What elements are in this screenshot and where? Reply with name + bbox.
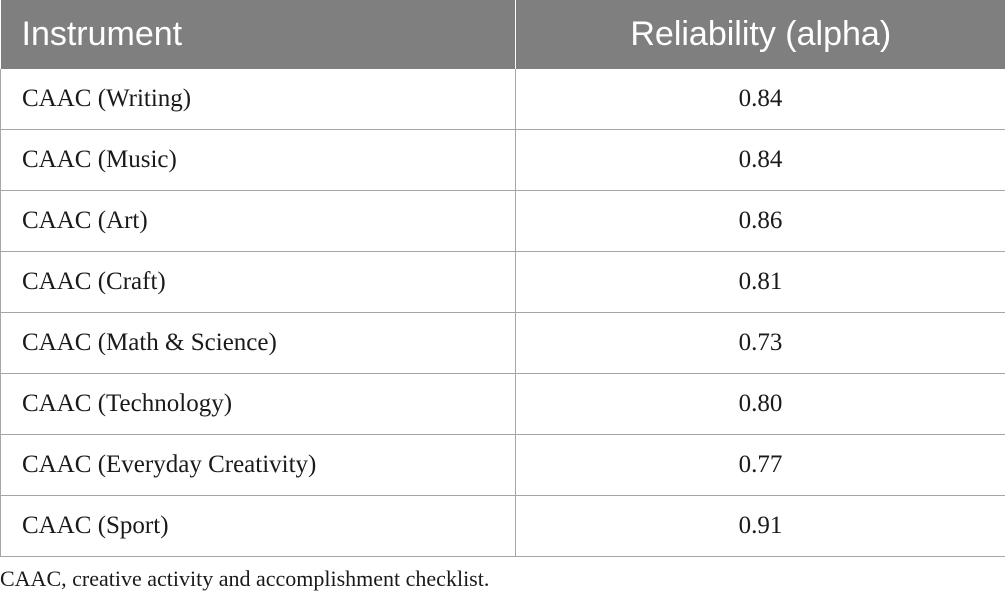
- instrument-cell: CAAC (Technology): [0, 373, 516, 435]
- table-row: CAAC (Writing) 0.84: [0, 69, 1005, 130]
- reliability-cell: 0.81: [515, 251, 1005, 313]
- instrument-cell: CAAC (Math & Science): [0, 312, 516, 374]
- table-row: CAAC (Everyday Creativity) 0.77: [0, 434, 1005, 496]
- table-header: Instrument Reliability (alpha): [0, 0, 1005, 69]
- table-row: CAAC (Sport) 0.91: [0, 495, 1005, 557]
- table-row: CAAC (Music) 0.84: [0, 129, 1005, 191]
- table-row: CAAC (Technology) 0.80: [0, 373, 1005, 435]
- reliability-cell: 0.86: [515, 190, 1005, 252]
- instrument-cell: CAAC (Writing): [0, 69, 516, 130]
- column-header-instrument: Instrument: [0, 0, 516, 69]
- reliability-table-container: Instrument Reliability (alpha) CAAC (Wri…: [0, 0, 1005, 557]
- reliability-cell: 0.84: [515, 129, 1005, 191]
- table-row: CAAC (Math & Science) 0.73: [0, 312, 1005, 374]
- reliability-cell: 0.84: [515, 69, 1005, 130]
- instrument-cell: CAAC (Craft): [0, 251, 516, 313]
- table-row: CAAC (Art) 0.86: [0, 190, 1005, 252]
- table-row: CAAC (Craft) 0.81: [0, 251, 1005, 313]
- instrument-cell: CAAC (Music): [0, 129, 516, 191]
- reliability-table: Instrument Reliability (alpha) CAAC (Wri…: [0, 0, 1005, 557]
- reliability-cell: 0.73: [515, 312, 1005, 374]
- reliability-cell: 0.80: [515, 373, 1005, 435]
- table-body: CAAC (Writing) 0.84 CAAC (Music) 0.84 CA…: [0, 69, 1005, 557]
- reliability-cell: 0.91: [515, 495, 1005, 557]
- instrument-cell: CAAC (Art): [0, 190, 516, 252]
- table-footnote: CAAC, creative activity and accomplishme…: [0, 566, 490, 591]
- header-row: Instrument Reliability (alpha): [0, 0, 1005, 69]
- instrument-cell: CAAC (Sport): [0, 495, 516, 557]
- instrument-cell: CAAC (Everyday Creativity): [0, 434, 516, 496]
- reliability-cell: 0.77: [515, 434, 1005, 496]
- column-header-reliability: Reliability (alpha): [515, 0, 1005, 69]
